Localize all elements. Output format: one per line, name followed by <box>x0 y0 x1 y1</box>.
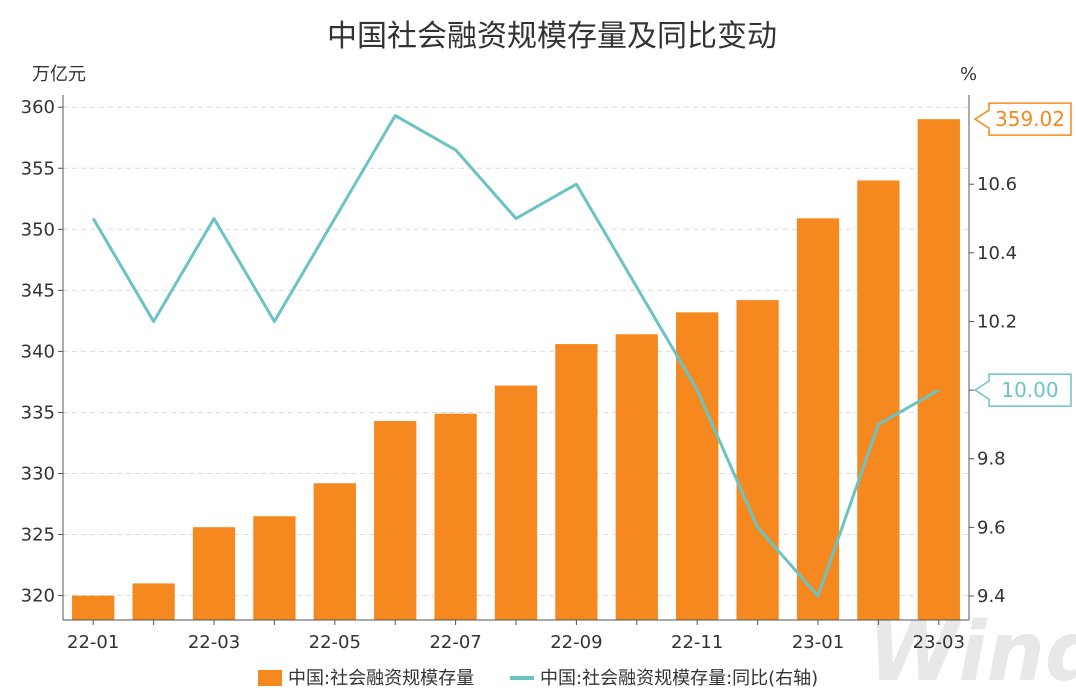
bar <box>72 595 115 620</box>
x-axis-tick-label: 22-03 <box>188 632 240 653</box>
bar <box>192 527 236 620</box>
right-axis-tick-label: 10.2 <box>977 311 1017 332</box>
value-callouts: 359.02 10.00 <box>973 102 1072 407</box>
x-axis-tick-label: 23-01 <box>792 632 844 653</box>
x-axis-tick-label: 22-11 <box>671 632 723 653</box>
bar <box>434 413 477 620</box>
line-series <box>91 114 940 598</box>
legend: 中国:社会融资规模存量 中国:社会融资规模存量:同比(右轴) <box>258 668 818 689</box>
line-series-path <box>91 114 940 598</box>
left-axis-tick-label: 350 <box>21 219 55 240</box>
callout-label: 10.00 <box>1001 378 1058 402</box>
left-axis-tick-label: 345 <box>21 280 55 301</box>
callout-label: 359.02 <box>995 107 1065 131</box>
legend-bar-label: 中国:社会融资规模存量 <box>288 668 474 689</box>
left-axis-tick-label: 360 <box>21 97 55 118</box>
bar <box>132 583 175 620</box>
legend-bar-swatch <box>258 670 282 686</box>
x-axis-tick-label: 22-07 <box>429 632 481 653</box>
right-axis-tick-label: 9.8 <box>977 449 1006 470</box>
bar <box>494 385 538 620</box>
x-axis-tick-label: 22-09 <box>550 632 602 653</box>
callout-box <box>973 373 1072 407</box>
x-axis-tick-label: 22-01 <box>67 632 119 653</box>
bar <box>374 420 417 620</box>
bar <box>917 119 960 621</box>
bar <box>313 483 356 620</box>
bar <box>857 180 900 620</box>
right-axis-tick-label: 9.4 <box>977 586 1006 607</box>
axes: 320 325 330 335 340 345 350 355 360 9.4 9.6 9.8 10.2… <box>21 95 1017 653</box>
callout-box <box>973 102 1072 136</box>
left-axis-tick-label: 340 <box>21 341 55 362</box>
bar <box>736 300 779 620</box>
left-axis-unit: 万亿元 <box>32 64 86 85</box>
right-axis-tick-label: 9.6 <box>977 517 1006 538</box>
right-axis-unit: % <box>960 64 977 85</box>
right-axis-tick-label: 10.6 <box>977 174 1017 195</box>
left-axis-tick-label: 320 <box>21 586 55 607</box>
right-axis-tick-label: 10.4 <box>977 243 1017 264</box>
x-axis-tick-label: 22-05 <box>309 632 361 653</box>
bar <box>615 334 658 620</box>
left-axis-tick-label: 330 <box>21 463 55 484</box>
chart-title: 中国社会融资规模存量及同比变动 <box>327 19 777 54</box>
bar <box>676 312 719 620</box>
left-axis-tick-label: 355 <box>21 158 55 179</box>
legend-line-label: 中国:社会融资规模存量:同比(右轴) <box>540 668 818 689</box>
left-axis-tick-label: 325 <box>21 525 55 546</box>
bar <box>253 516 296 620</box>
bar-series <box>72 119 960 621</box>
bar <box>796 218 840 620</box>
bar <box>555 344 598 620</box>
x-axis-tick-label: 23-03 <box>913 632 965 653</box>
left-axis-tick-label: 335 <box>21 402 55 423</box>
